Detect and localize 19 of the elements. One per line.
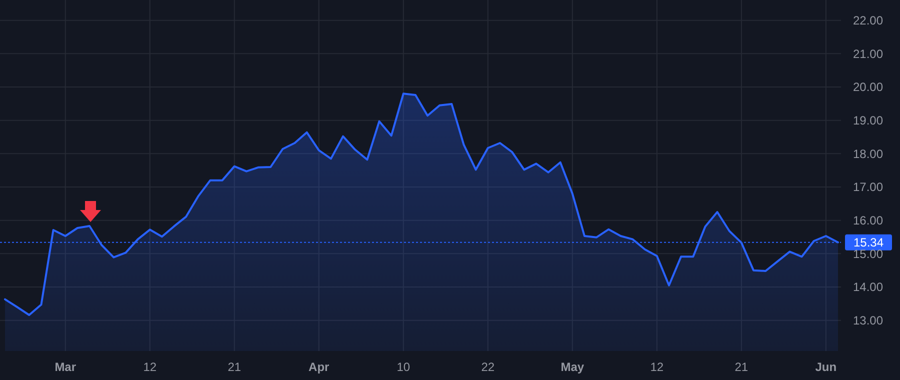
y-tick-label: 16.00 — [852, 214, 884, 228]
y-tick-label: 13.00 — [852, 314, 884, 328]
x-tick-label: Apr — [308, 360, 330, 374]
x-tick-label: 22 — [481, 360, 495, 374]
x-tick-label: 21 — [228, 360, 242, 374]
x-tick-label: May — [560, 360, 584, 374]
y-tick-label: 14.00 — [852, 280, 884, 294]
x-tick-label: Mar — [54, 360, 76, 374]
y-tick-label: 20.00 — [852, 80, 884, 94]
x-tick-label: 12 — [650, 360, 664, 374]
y-tick-label: 17.00 — [852, 180, 884, 194]
y-tick-label: 22.00 — [852, 14, 884, 28]
y-tick-label: 21.00 — [852, 46, 884, 61]
x-tick-label: 21 — [734, 360, 748, 374]
x-tick-label: 10 — [396, 360, 410, 374]
x-tick-label: Jun — [815, 360, 837, 374]
x-tick-label: 12 — [143, 360, 157, 374]
y-tick-label: 19.00 — [852, 114, 884, 128]
y-tick-label: 18.00 — [852, 146, 884, 161]
